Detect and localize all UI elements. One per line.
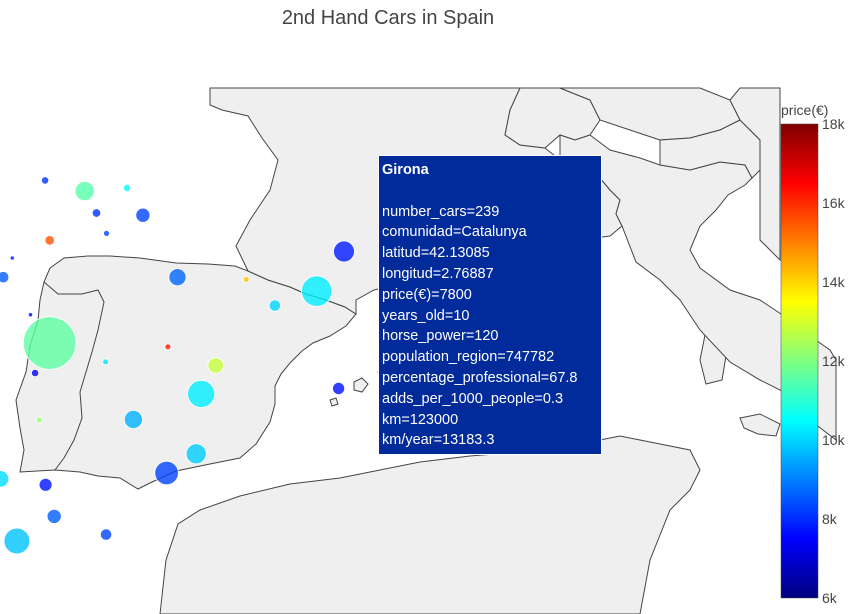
city-bubble[interactable] xyxy=(0,470,10,488)
north-africa-land xyxy=(159,435,701,614)
city-bubble[interactable] xyxy=(46,508,62,524)
colorbar-tick-label: 6k xyxy=(822,590,838,606)
tooltip-lines: number_cars=239 comunidad=Catalunya latitu… xyxy=(382,202,601,452)
colorbar: price(€) 18k 16k 14k 12k 10k 8k 6k xyxy=(780,102,846,606)
city-bubble[interactable] xyxy=(268,299,281,312)
city-bubble[interactable] xyxy=(301,275,333,307)
colorbar-tick-label: 10k xyxy=(822,432,846,448)
tooltip-line: price(€)=7800 xyxy=(382,286,472,303)
tooltip-line: comunidad=Catalunya xyxy=(382,224,527,241)
tooltip-title: Girona xyxy=(382,162,429,178)
city-bubble[interactable] xyxy=(44,235,55,246)
tooltip-line: number_cars=239 xyxy=(382,203,500,220)
bubble-layer[interactable] xyxy=(0,176,355,559)
city-bubble[interactable] xyxy=(154,460,179,486)
city-bubble[interactable] xyxy=(40,176,50,185)
city-bubble[interactable] xyxy=(74,181,95,202)
city-bubble[interactable] xyxy=(185,443,207,465)
ibiza-land xyxy=(329,397,339,407)
city-bubble[interactable] xyxy=(100,528,113,541)
colorbar-tick-label: 18k xyxy=(822,116,846,132)
tooltip-line: percentage_professional=67.8 xyxy=(382,369,578,386)
tooltip-line: km=123000 xyxy=(382,411,459,428)
tooltip-line: horse_power=120 xyxy=(382,328,499,345)
city-bubble[interactable] xyxy=(122,183,132,192)
city-bubble[interactable] xyxy=(123,409,143,429)
city-bubble[interactable] xyxy=(332,381,346,395)
city-bubble[interactable] xyxy=(0,271,10,284)
city-bubble[interactable] xyxy=(207,357,224,374)
city-bubble[interactable] xyxy=(187,379,216,408)
city-bubble[interactable] xyxy=(35,416,43,424)
city-bubble[interactable] xyxy=(102,358,109,366)
city-bubble[interactable] xyxy=(242,275,250,283)
city-bubble[interactable] xyxy=(91,208,102,218)
city-bubble[interactable] xyxy=(27,312,34,318)
city-bubble[interactable] xyxy=(38,477,53,492)
city-bubble[interactable] xyxy=(168,268,187,287)
city-bubble[interactable] xyxy=(333,240,355,263)
colorbar-tick-label: 12k xyxy=(822,353,846,369)
city-bubble[interactable] xyxy=(23,316,77,370)
hover-tooltip: Girona number_cars=239 comunidad=Cataluny… xyxy=(378,155,602,455)
portugal-border xyxy=(43,281,105,471)
balkans-land xyxy=(729,87,781,262)
colorbar-tick-label: 8k xyxy=(822,511,838,527)
tooltip-line: km/year=13183.3 xyxy=(382,432,495,449)
colorbar-ticks: 18k 16k 14k 12k 10k 8k 6k xyxy=(822,116,846,606)
city-bubble[interactable] xyxy=(3,527,31,555)
colorbar-gradient xyxy=(780,123,819,599)
tooltip-line: adds_per_1000_people=0.3 xyxy=(382,390,564,407)
city-bubble[interactable] xyxy=(164,343,172,351)
city-bubble[interactable] xyxy=(30,368,40,378)
tooltip-line: population_region=747782 xyxy=(382,349,555,366)
colorbar-tick-label: 14k xyxy=(822,274,846,290)
chart-title: 2nd Hand Cars in Spain xyxy=(282,7,494,29)
tooltip-line: latitud=42.13085 xyxy=(382,245,490,262)
colorbar-tick-label: 16k xyxy=(822,195,846,211)
tooltip-line: longitud=2.76887 xyxy=(382,265,494,282)
tooltip-line: years_old=10 xyxy=(382,307,470,324)
city-bubble[interactable] xyxy=(9,255,15,261)
sicily-land xyxy=(739,413,781,437)
city-bubble[interactable] xyxy=(103,229,110,237)
city-bubble[interactable] xyxy=(135,207,151,223)
colorbar-title: price(€) xyxy=(781,102,828,118)
mallorca-land xyxy=(353,377,369,393)
